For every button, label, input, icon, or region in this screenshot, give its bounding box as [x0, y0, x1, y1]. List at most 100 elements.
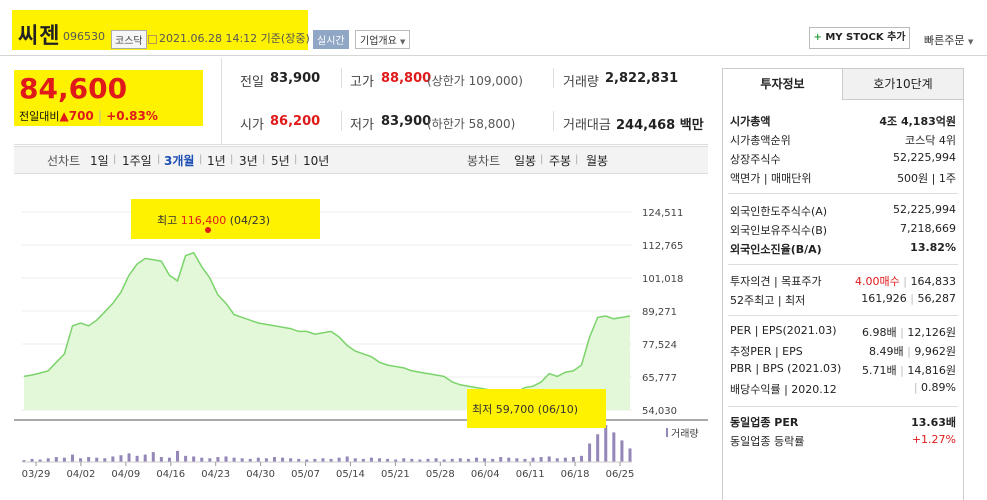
volume-bar: [240, 458, 244, 462]
period-5y[interactable]: 5년: [271, 154, 290, 168]
volume-bar: [394, 459, 398, 462]
max-highlight: [131, 199, 320, 239]
period-1w[interactable]: 1주일: [122, 154, 152, 168]
x-tick-label: 06/25: [606, 469, 635, 480]
candle-daily[interactable]: 일봉: [514, 154, 537, 168]
candle-weekly[interactable]: 주봉: [549, 154, 572, 168]
volume-legend-label: 거래량: [671, 428, 699, 440]
volume-bar: [30, 458, 34, 462]
market-cap-row-1: 시가총액순위 코스닥 4위: [730, 132, 956, 150]
volume-bar: [176, 450, 180, 462]
period-1y[interactable]: 1년: [207, 154, 226, 168]
volume-bar: [329, 458, 333, 462]
prev-close-label: 전일: [240, 75, 264, 90]
y-tick-label: 124,511: [642, 208, 683, 219]
divider: |: [262, 154, 266, 165]
x-tick-label: 04/23: [201, 469, 230, 480]
company-info-button[interactable]: 기업개요 ▼: [355, 30, 411, 49]
market-cap-row-3-label: 액면가 | 매매단위: [730, 172, 812, 185]
volume-bar: [79, 458, 83, 462]
volume-bar: [531, 457, 535, 462]
volume-bar: [248, 458, 252, 462]
x-tick-label: 06/11: [516, 469, 545, 480]
low-value: 83,900: [381, 114, 432, 129]
price-line: [23, 251, 631, 395]
realtime-badge[interactable]: 실시간: [313, 30, 349, 49]
volume-bar: [442, 459, 446, 462]
title-highlight: [12, 10, 308, 50]
divider: [728, 406, 958, 407]
min-highlight: [467, 389, 606, 428]
market-cap-row-3-value: 500원 | 1주: [897, 172, 956, 185]
quick-order-button[interactable]: 빠른주문 ▼: [924, 34, 974, 47]
divider: [728, 264, 958, 265]
x-tick-label: 05/28: [426, 469, 455, 480]
up-triangle-icon: ▲: [59, 109, 69, 123]
tab-investment-info[interactable]: 투자정보: [722, 68, 843, 100]
valuation-row-1-label: 추정PER | EPS: [730, 345, 803, 358]
sector-row-0-label: 동일업종 PER: [730, 416, 799, 429]
volume-bar: [321, 458, 325, 462]
opinion-row-0-value2: 164,833: [910, 275, 957, 288]
valuation-row-1: 추정PER | EPS 8.49배 | 9,962원: [730, 345, 956, 358]
volume-bar: [612, 432, 616, 462]
price-change: 전일대비▲700 | +0.83%: [19, 109, 158, 123]
tab-hoga-10[interactable]: 호가10단계: [842, 68, 964, 100]
candle-monthly[interactable]: 월봉: [586, 154, 609, 168]
stock-code: 096530: [63, 30, 105, 43]
line-chart-label: 선차트: [47, 154, 81, 168]
volume-bar: [337, 457, 341, 462]
volume-bar: [426, 458, 430, 462]
volume-bar: [491, 458, 495, 462]
price-chart[interactable]: 124,511 112,765 101,018 89,271 77,524 65,777 5…: [14, 175, 708, 500]
open-value: 86,200: [270, 114, 321, 129]
divider: [221, 58, 222, 144]
volume-bar: [127, 453, 131, 462]
volume-bar: [119, 455, 123, 462]
opinion-row-1: 52주최고 | 최저 161,926 | 56,287: [730, 292, 956, 307]
valuation-row-0: PER | EPS(2021.03) 6.98배 | 12,126원: [730, 324, 956, 339]
volume-bar: [232, 457, 236, 462]
market-cap-row-2: 상장주식수 52,225,994: [730, 151, 956, 169]
foreign-row-2-value: 13.82%: [910, 241, 956, 254]
period-1d[interactable]: 1일: [90, 154, 109, 168]
market-cap-row-2-label: 상장주식수: [730, 153, 781, 166]
volume-bar: [208, 458, 212, 462]
market-cap-row-3: 액면가 | 매매단위 500원 | 1주: [730, 170, 956, 188]
period-3y[interactable]: 3년: [239, 154, 258, 168]
volume-bar: [369, 457, 373, 462]
valuation-row-0-value1: 6.98배: [862, 326, 897, 339]
volume-bar: [628, 448, 632, 462]
volume-bar: [62, 457, 66, 462]
x-tick-label: 04/16: [156, 469, 185, 480]
company-name[interactable]: 씨젠: [18, 24, 61, 49]
volume-bar: [167, 457, 171, 462]
volume-bar: [499, 457, 503, 462]
candle-chart-label: 봉차트: [467, 154, 501, 168]
volume-bar: [297, 458, 301, 462]
my-stock-add-button[interactable]: + MY STOCK 추가: [809, 27, 910, 49]
volume-bar: [305, 459, 309, 462]
volume-bar: [588, 443, 592, 462]
change-label: 전일대비: [19, 110, 60, 123]
market-cap-row-0: 시가총액 4조 4,183억원: [730, 113, 956, 131]
volume-bar: [135, 455, 139, 462]
period-3m[interactable]: 3개월: [164, 154, 195, 168]
foreign-row-1-label: 외국인보유주식수(B): [730, 224, 828, 237]
valuation-row-2-value2: 14,816원: [907, 364, 956, 377]
foreign-row-2-label: 외국인소진율(B/A): [730, 243, 822, 256]
market-cap-row-1-label: 시가총액순위: [730, 134, 791, 147]
volume-bar: [46, 458, 50, 462]
volume-bar: [70, 454, 74, 462]
volume-bar: [256, 457, 260, 462]
divider: [728, 315, 958, 316]
x-tick-label: 06/04: [471, 469, 500, 480]
volume-bar: [555, 458, 559, 462]
volume-bar: [483, 458, 487, 462]
sector-row-1: 동일업종 등락률 +1.27%: [730, 433, 956, 451]
min-annotation: 최저 59,700 (06/10): [472, 403, 579, 416]
datetime-label: 2021.06.28 14:12 기준(장중): [148, 30, 310, 46]
market-cap-row-1-value: 코스닥 4위: [905, 134, 956, 147]
foreign-row-1-value: 7,218,669: [900, 222, 956, 235]
period-10y[interactable]: 10년: [303, 154, 330, 168]
